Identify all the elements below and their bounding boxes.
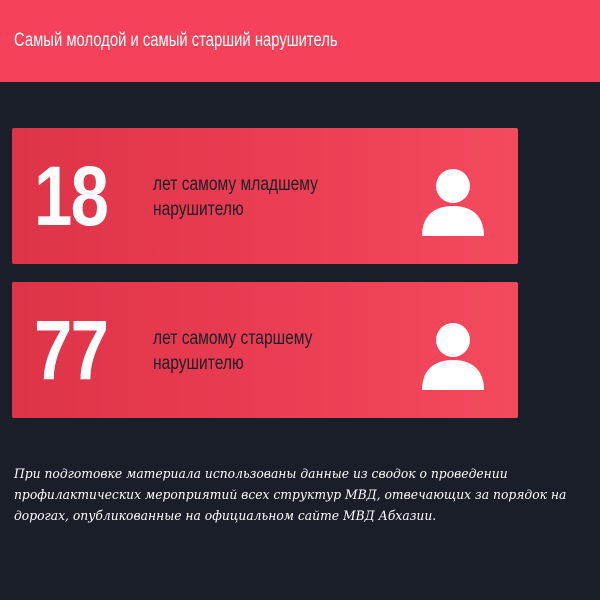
oldest-age-label-line-2: нарушителю (153, 353, 244, 374)
oldest-age-label: лет самому старшему нарушителю (153, 326, 366, 376)
footnote-line-2: профилактических мероприятий всех структ… (14, 488, 567, 503)
source-footnote: При подготовке материала использованы да… (14, 464, 567, 527)
footnote-line-3: дорогах, опубликованные на официальном с… (14, 509, 437, 524)
person-icon (422, 323, 484, 390)
person-icon (422, 169, 484, 236)
youngest-age-label-line-1: лет самому младшему (153, 174, 318, 195)
youngest-offender-card: 18 лет самому младшему нарушителю (12, 128, 518, 264)
youngest-age-number: 18 (34, 149, 109, 243)
oldest-offender-card: 77 лет самому старшему нарушителю (12, 282, 518, 418)
header-bar: Самый молодой и самый старший нарушитель (0, 0, 600, 82)
oldest-age-label-line-1: лет самому старшему (153, 328, 313, 349)
oldest-age-number: 77 (34, 303, 109, 397)
youngest-age-label: лет самому младшему нарушителю (153, 172, 366, 222)
youngest-age-label-line-2: нарушителю (153, 199, 244, 220)
page-title: Самый молодой и самый старший нарушитель (14, 30, 338, 51)
footnote-line-1: При подготовке материала использованы да… (14, 467, 508, 482)
